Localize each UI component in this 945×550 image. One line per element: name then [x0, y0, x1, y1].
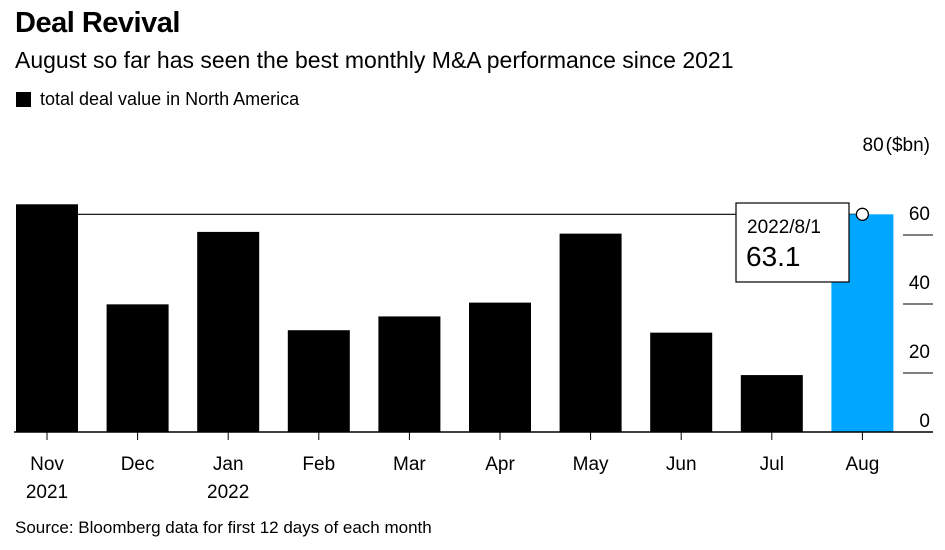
x-tick-label: Nov [30, 454, 64, 475]
highlight-marker [855, 207, 870, 221]
x-tick-sublabel: 2021 [26, 482, 68, 503]
chart-title: Deal Revival [15, 7, 180, 39]
x-tick-label: Aug [845, 454, 879, 475]
x-tick-sublabel: 2022 [207, 482, 249, 503]
y-tick-label: 60 [909, 204, 930, 225]
y-tick-label: 20 [909, 342, 930, 363]
tooltip-date: 2022/8/1 [747, 217, 821, 238]
y-tick-label: 80 [863, 135, 884, 156]
chart-subtitle: August so far has seen the best monthly … [15, 47, 734, 73]
bar [650, 332, 713, 432]
bar [197, 231, 260, 432]
bar [559, 233, 622, 432]
legend-swatch [16, 92, 31, 107]
x-tick-label: Dec [121, 454, 155, 475]
legend-label: total deal value in North America [40, 89, 300, 109]
x-tick-label: Jul [760, 454, 784, 475]
y-tick-label: 40 [909, 273, 930, 294]
x-tick-label: May [573, 454, 609, 475]
y-unit-label: ($bn) [886, 135, 930, 156]
x-tick-label: Apr [485, 454, 515, 475]
bar [378, 316, 441, 432]
source-note: Source: Bloomberg data for first 12 days… [15, 518, 432, 537]
x-tick-label: Jan [213, 454, 244, 475]
tooltip-box [735, 202, 850, 283]
bar [287, 330, 350, 432]
bar [106, 304, 169, 432]
bar [469, 302, 531, 432]
bar-chart: 0 20 40 60 80 ($bn) Nov 2021 Dec Jan 2022 Feb Mar Apr… [14, 135, 933, 503]
bar [16, 204, 78, 432]
x-tick-label: Jun [666, 454, 697, 475]
tooltip-value: 63.1 [746, 241, 801, 272]
bar [740, 375, 803, 432]
x-tick-label: Mar [393, 454, 426, 475]
x-tick-label: Feb [302, 454, 335, 475]
legend: total deal value in North America [16, 89, 299, 110]
y-tick-label: 0 [919, 411, 930, 432]
